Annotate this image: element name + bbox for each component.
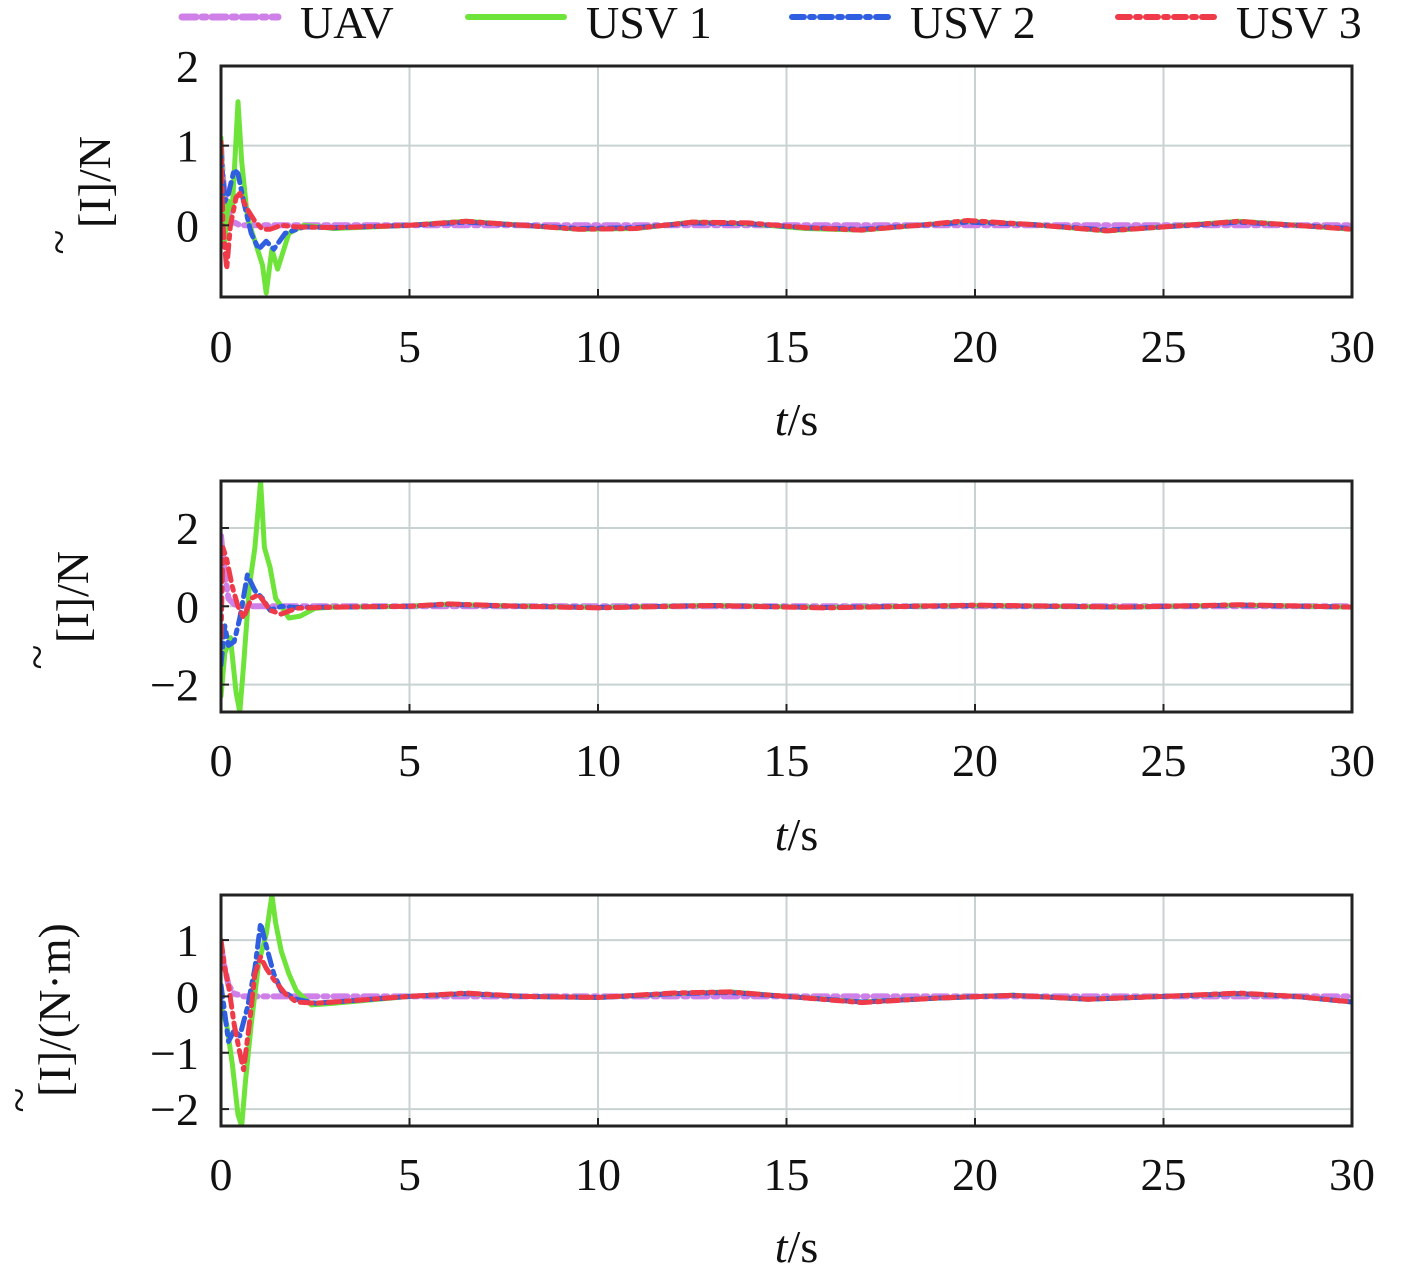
x-tick-label: 30 — [1329, 1149, 1375, 1200]
legend: UAV USV 1 USV 2 USV 3 — [178, 0, 1362, 48]
y-tick-label: 0 — [176, 971, 199, 1022]
y-axis-label: [I]/(N·m) — [29, 923, 80, 1097]
x-tick-label: 30 — [1329, 735, 1375, 786]
legend-item: USV 3 — [1115, 0, 1362, 48]
x-tick-label: 30 — [1329, 321, 1375, 372]
series-line-usv-3 — [221, 937, 1352, 1073]
x-tick-label: 10 — [575, 735, 621, 786]
x-tick-label: 5 — [398, 735, 421, 786]
x-tick-label: 10 — [575, 1149, 621, 1200]
x-axis-label-unit: /s — [788, 809, 819, 860]
x-tick-label: 0 — [210, 1149, 233, 1200]
x-tick-label: 15 — [764, 321, 810, 372]
y-tick-label: 0 — [176, 200, 199, 251]
series-group — [221, 895, 1352, 1126]
y-axis-label-main: [I] — [29, 1051, 80, 1097]
y-tick-label: 2 — [176, 503, 199, 554]
y-axis-label: [I]/N — [69, 136, 120, 228]
x-tick-label: 15 — [764, 1149, 810, 1200]
y-axis-tilde: ~ — [0, 1088, 44, 1113]
x-tick-label: 25 — [1141, 321, 1187, 372]
legend-label: USV 3 — [1236, 0, 1362, 48]
x-tick-label: 5 — [398, 1149, 421, 1200]
x-axis-label: t/s — [775, 394, 818, 445]
legend-label: USV 2 — [910, 0, 1036, 48]
x-tick-label: 20 — [952, 321, 998, 372]
x-axis-label-unit: /s — [788, 394, 819, 445]
x-tick-label: 15 — [764, 735, 810, 786]
y-axis-label-main: [I] — [47, 597, 98, 643]
x-tick-label: 0 — [210, 735, 233, 786]
y-axis-tilde: ~ — [11, 645, 62, 670]
x-axis-label-var: t — [775, 809, 789, 860]
y-tick-label: 2 — [176, 41, 199, 92]
series-line-usv-3 — [221, 545, 1352, 641]
x-tick-label: 20 — [952, 1149, 998, 1200]
series-group — [221, 481, 1352, 712]
x-tick-label: 5 — [398, 321, 421, 372]
x-tick-label: 20 — [952, 735, 998, 786]
x-tick-label: 25 — [1141, 1149, 1187, 1200]
y-tick-label: 1 — [176, 121, 199, 172]
x-axis-label: t/s — [775, 1221, 818, 1266]
y-axis-label: [I]/N — [47, 551, 98, 643]
series-line-usv-3 — [221, 139, 1352, 272]
legend-item: USV 2 — [789, 0, 1036, 48]
y-axis-tilde: ~ — [33, 230, 84, 255]
y-tick-label: 0 — [176, 581, 199, 632]
x-axis-label-var: t — [775, 394, 789, 445]
series-group — [221, 99, 1352, 296]
x-tick-label: 0 — [210, 321, 233, 372]
legend-item: USV 1 — [465, 0, 712, 48]
x-tick-label: 25 — [1141, 735, 1187, 786]
legend-label: USV 1 — [586, 0, 712, 48]
y-axis-label-main: [I] — [69, 182, 120, 228]
y-tick-label: −2 — [150, 1084, 199, 1135]
y-tick-label: −1 — [150, 1028, 199, 1079]
y-tick-label: −2 — [150, 660, 199, 711]
legend-item: UAV — [178, 0, 394, 48]
y-tick-label: 1 — [176, 915, 199, 966]
x-axis-label: t/s — [775, 809, 818, 860]
x-axis-label-unit: /s — [788, 1221, 819, 1266]
y-axis-label-unit: /(N·m) — [29, 923, 80, 1051]
y-axis-label-unit: /N — [47, 551, 98, 597]
y-axis-label-unit: /N — [69, 136, 120, 182]
x-tick-label: 10 — [575, 321, 621, 372]
legend-label: UAV — [300, 0, 394, 48]
x-axis-label-var: t — [775, 1221, 789, 1266]
